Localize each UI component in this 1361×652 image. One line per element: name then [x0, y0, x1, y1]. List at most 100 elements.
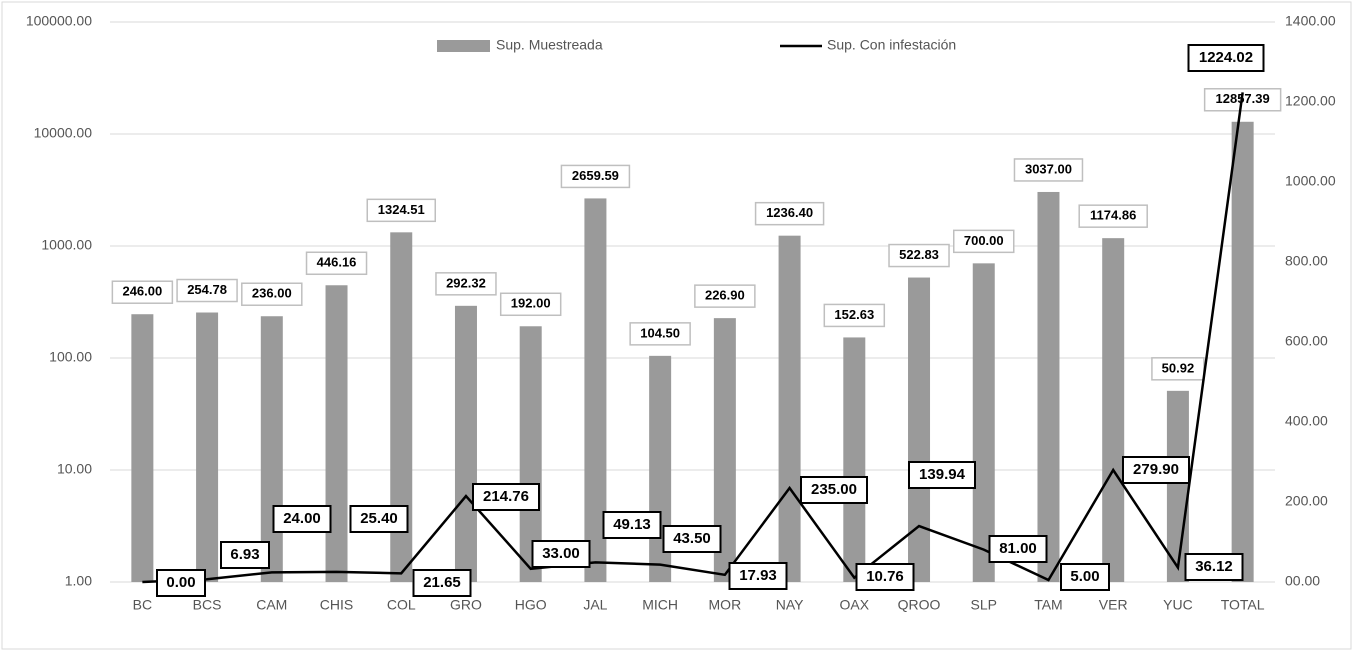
bar-value-label: 246.00: [122, 284, 162, 299]
line-value-label-box: [988, 535, 1048, 563]
x-tick-label: TOTAL: [1221, 597, 1265, 613]
bar: [972, 263, 995, 582]
bar-value-label-box: [111, 280, 174, 304]
line-value-label-box: [412, 569, 472, 597]
bar-value-label: 50.92: [1162, 360, 1195, 375]
bar-value-label-box: [366, 198, 436, 223]
y-tick-label: 100000.00: [26, 13, 92, 29]
line-value-label: 5.00: [1070, 568, 1099, 585]
line-value-label: 24.00: [283, 510, 321, 527]
line-value-label: 1224.02: [1199, 49, 1253, 66]
x-tick-label: TAM: [1034, 597, 1063, 613]
line-series: [142, 92, 1244, 584]
y2-tick-label: 00.00: [1285, 573, 1320, 589]
legend-swatch: [437, 40, 490, 52]
line-value-label: 33.00: [542, 545, 580, 562]
y2-tick-label: 800.00: [1285, 253, 1328, 269]
line-value-label-box: [272, 505, 332, 533]
legend-label: Sup. Con infestación: [827, 37, 956, 53]
bar: [778, 235, 801, 582]
bar: [390, 232, 413, 582]
bar-value-label: 192.00: [511, 296, 551, 311]
line-value-label: 49.13: [613, 516, 651, 533]
bar-value-label-box: [754, 201, 825, 226]
x-tick-label: MICH: [642, 597, 678, 613]
bar-value-label: 254.78: [187, 282, 227, 297]
line-value-label-box: [220, 541, 270, 569]
bar-value-label: 2659.59: [572, 168, 619, 183]
x-tick-label: HGO: [515, 597, 547, 613]
line-value-label-box: [1122, 456, 1190, 484]
line-value-label-box: [662, 525, 722, 553]
bar-value-label-box: [560, 164, 631, 189]
line-value-label: 43.50: [673, 530, 711, 547]
bar: [908, 277, 931, 582]
line-value-label: 81.00: [999, 540, 1037, 557]
bar: [584, 198, 607, 582]
bar-value-label: 292.32: [446, 275, 486, 290]
bar-value-label: 1236.40: [766, 205, 813, 220]
line-value-label: 36.12: [1195, 558, 1233, 575]
line-value-label: 139.94: [919, 466, 966, 483]
y2-tick-label: 400.00: [1285, 413, 1328, 429]
y2-tick-label: 1000.00: [1285, 173, 1336, 189]
y-tick-label: 100.00: [49, 349, 92, 365]
bar-value-label-box: [435, 272, 497, 296]
bar-value-label: 236.00: [252, 286, 292, 301]
line-value-label: 21.65: [423, 574, 461, 591]
bar: [1231, 121, 1254, 582]
line-value-label-box: [531, 540, 591, 568]
bar: [713, 318, 736, 582]
bar-value-label-box: [888, 243, 950, 268]
bar-value-label: 152.63: [834, 307, 874, 322]
line-value-label-box: [800, 476, 868, 504]
bar: [325, 285, 348, 582]
x-tick-label: SLP: [971, 597, 997, 613]
y-tick-label: 1000.00: [41, 237, 92, 253]
bar-value-label-box: [694, 284, 756, 308]
y-tick-label: 10.00: [57, 461, 92, 477]
line-value-label: 214.76: [483, 488, 529, 505]
bar-value-label: 1174.86: [1090, 208, 1136, 223]
bar: [1102, 238, 1125, 582]
bar-value-label-box: [305, 251, 368, 276]
bar-value-label-box: [1013, 158, 1084, 182]
bar-value-label-box: [499, 292, 562, 317]
line-value-label-box: [728, 562, 788, 590]
x-tick-label: VER: [1099, 597, 1128, 613]
line-value-label-box: [855, 563, 915, 591]
x-tick-label: JAL: [583, 597, 607, 613]
line-value-label-box: [156, 569, 206, 597]
x-tick-label: BC: [133, 597, 152, 613]
x-tick-label: NAY: [776, 597, 804, 613]
line-value-label: 235.00: [811, 481, 857, 498]
line-value-label-box: [1187, 44, 1265, 72]
y2-tick-label: 1200.00: [1285, 93, 1336, 109]
line-value-label: 279.90: [1133, 461, 1179, 478]
line-value-label-box: [349, 505, 409, 533]
line-value-label-box: [472, 483, 540, 511]
line-value-label: 0.00: [166, 574, 195, 591]
bar-value-label-box: [176, 278, 238, 303]
line-value-label-box: [1184, 553, 1244, 581]
bar-value-label-box: [1078, 204, 1148, 228]
bar-value-label: 226.90: [705, 288, 745, 303]
y2-tick-label: 200.00: [1285, 493, 1328, 509]
bar-value-label-box: [241, 282, 303, 306]
bar-value-label: 1324.51: [378, 202, 425, 217]
bar-value-label: 522.83: [899, 247, 939, 262]
line-value-label: 6.93: [230, 546, 259, 563]
bar: [196, 312, 219, 582]
bar-value-label-box: [823, 303, 886, 328]
bar-value-label: 700.00: [964, 233, 1004, 248]
line-value-label-box: [602, 511, 662, 539]
line-value-label: 17.93: [739, 567, 777, 584]
line-value-label-box: [908, 461, 976, 489]
legend-label: Sup. Muestreada: [496, 37, 603, 53]
line-value-label: 25.40: [360, 510, 398, 527]
bar-value-label: 104.50: [640, 325, 680, 340]
x-tick-label: MOR: [709, 597, 742, 613]
x-tick-label: YUC: [1163, 597, 1193, 613]
y2-tick-label: 600.00: [1285, 333, 1328, 349]
